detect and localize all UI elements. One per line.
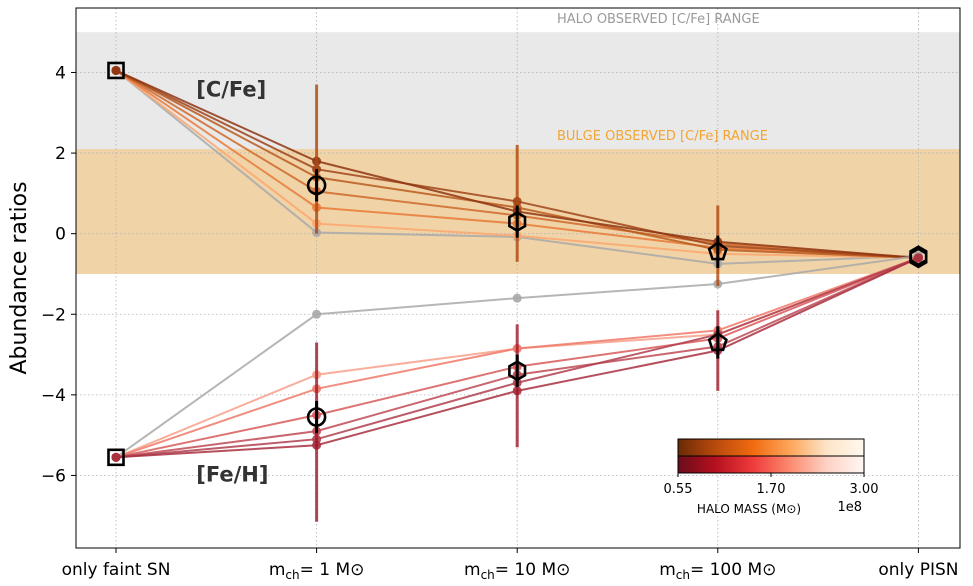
colorbar-label: HALO MASS (M⊙) <box>697 502 801 516</box>
colorbar-tick-label: 3.00 <box>850 482 879 497</box>
annotation-1: [Fe/H] <box>196 462 268 486</box>
feh-mean-marker-2 <box>508 360 527 382</box>
feh-mean-marker-0 <box>107 448 125 467</box>
feh-point-Fmin-2 <box>512 293 522 303</box>
cfe-mean-marker-4 <box>909 245 928 267</box>
x-tick-label: mch= 1 M⊙ <box>269 560 365 582</box>
annotation-0: [C/Fe] <box>196 78 266 102</box>
cfe-point-C6-0 <box>111 65 121 75</box>
y-tick-label: −4 <box>41 386 66 406</box>
colorbar-scale-label: 1e8 <box>837 500 862 515</box>
y-tick-label: −2 <box>41 305 66 325</box>
colorbar-tick-label: 0.55 <box>664 482 693 497</box>
feh-point-F6-4 <box>913 253 923 263</box>
colorbar-tick-label: 1.70 <box>757 482 786 497</box>
bulge-band-label: BULGE OBSERVED [C/Fe] RANGE <box>557 129 768 144</box>
cfe-mean-marker-2 <box>508 211 527 233</box>
feh-mean-marker-3 <box>707 331 728 352</box>
feh-point-Fmin-1 <box>312 309 322 319</box>
y-axis-label: Abundance ratios <box>7 181 32 374</box>
feh-point-F6-0 <box>111 452 121 462</box>
y-tick-label: 2 <box>55 144 66 164</box>
feh-mean-marker-4 <box>909 247 928 269</box>
x-tick-label: mch= 100 M⊙ <box>659 560 776 582</box>
halo-band-label: HALO OBSERVED [C/Fe] RANGE <box>557 12 760 27</box>
x-tick-label: mch= 10 M⊙ <box>464 560 570 582</box>
feh-mean-marker-1 <box>306 407 327 427</box>
y-tick-label: −6 <box>41 466 66 486</box>
colorbar-top <box>677 438 865 457</box>
cfe-mean-marker-0 <box>107 61 125 80</box>
cfe-mean-marker-1 <box>306 175 327 196</box>
x-tick-label: only PISN <box>878 560 958 580</box>
plot-frame <box>75 7 961 549</box>
cfe-mean-marker-3 <box>707 241 728 261</box>
y-tick-label: 0 <box>55 225 66 245</box>
y-tick-label: 4 <box>55 63 66 83</box>
colorbar-bottom <box>677 455 865 474</box>
x-tick-label: only faint SN <box>62 560 171 580</box>
